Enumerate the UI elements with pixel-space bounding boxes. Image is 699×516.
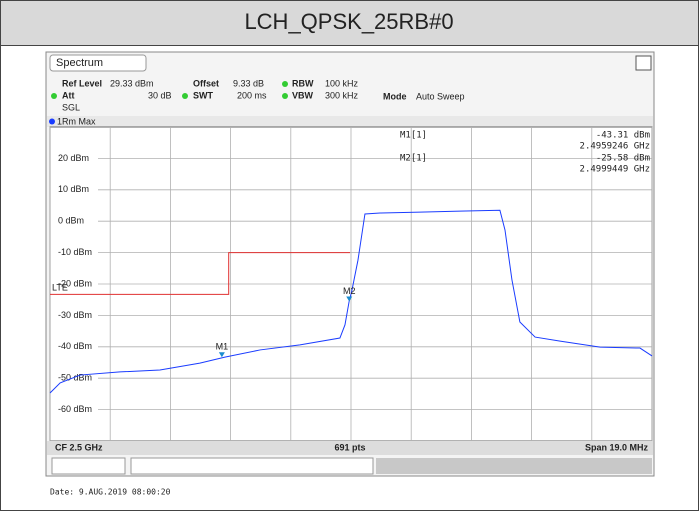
setting-label: Offset xyxy=(193,78,219,88)
date: Date: 9.AUG.2019 08:00:20 xyxy=(50,488,171,497)
marker-freq: 2.4999449 GHz xyxy=(580,165,650,175)
marker-freq: 2.4959246 GHz xyxy=(580,142,650,152)
tab-label: Spectrum xyxy=(56,57,103,69)
header-bar xyxy=(0,0,699,46)
y-tick-label: -30 dBm xyxy=(58,310,92,320)
marker-value: -43.31 dBm xyxy=(596,131,650,141)
marker xyxy=(346,296,353,302)
trace xyxy=(50,252,351,295)
marker-readout: M1[1] xyxy=(400,131,427,141)
center-freq: CF 2.5 GHz xyxy=(55,442,103,452)
setting-label: SWT xyxy=(193,90,213,100)
y-tick-label: -20 dBm xyxy=(58,278,92,288)
indicator xyxy=(282,93,288,99)
setting-value: 200 ms xyxy=(237,90,267,100)
setting-label: Att xyxy=(62,90,75,100)
setting-value: 9.33 dB xyxy=(233,78,264,88)
limit-legend: LTE xyxy=(52,283,68,293)
trace-label: 1Rm Max xyxy=(57,116,96,126)
status-box xyxy=(130,457,374,475)
y-tick-label: -60 dBm xyxy=(58,404,92,414)
setting-value: 300 kHz xyxy=(325,90,359,100)
trace-dot xyxy=(49,118,55,125)
title: LCH_QPSK_25RB#0 xyxy=(244,9,453,34)
y-tick-label: -40 dBm xyxy=(58,341,92,351)
setting-value: 100 kHz xyxy=(325,78,359,88)
trace xyxy=(49,209,653,394)
indicator xyxy=(282,81,288,87)
marker-readout: M2[1] xyxy=(400,154,427,164)
setting-label: Mode xyxy=(383,91,407,101)
sgl: SGL xyxy=(62,102,80,112)
indicator xyxy=(182,93,188,99)
y-tick-label: 20 dBm xyxy=(58,153,89,163)
setting-value: Auto Sweep xyxy=(416,91,465,101)
footer-bar xyxy=(47,441,653,455)
marker-label: M1 xyxy=(216,342,229,352)
setting-value: 29.33 dBm xyxy=(110,78,154,88)
setting-label: RBW xyxy=(292,78,314,88)
y-tick-label: -10 dBm xyxy=(58,247,92,257)
setting-label: Ref Level xyxy=(62,78,102,88)
span: Span 19.0 MHz xyxy=(585,442,649,452)
menu-icon[interactable] xyxy=(635,55,652,71)
trace-bar xyxy=(47,116,653,127)
y-tick-label: 0 dBm xyxy=(58,216,84,226)
tab xyxy=(49,54,147,72)
indicator xyxy=(51,93,57,99)
marker-label: M2 xyxy=(343,286,356,296)
status-box xyxy=(51,457,126,475)
marker-value: -25.58 dBm xyxy=(596,154,650,164)
setting-value: 30 dB xyxy=(148,90,172,100)
points: 691 pts xyxy=(334,442,365,452)
y-tick-label: 10 dBm xyxy=(58,184,89,194)
status-area xyxy=(376,458,652,474)
marker xyxy=(218,352,225,358)
setting-label: VBW xyxy=(292,90,314,100)
